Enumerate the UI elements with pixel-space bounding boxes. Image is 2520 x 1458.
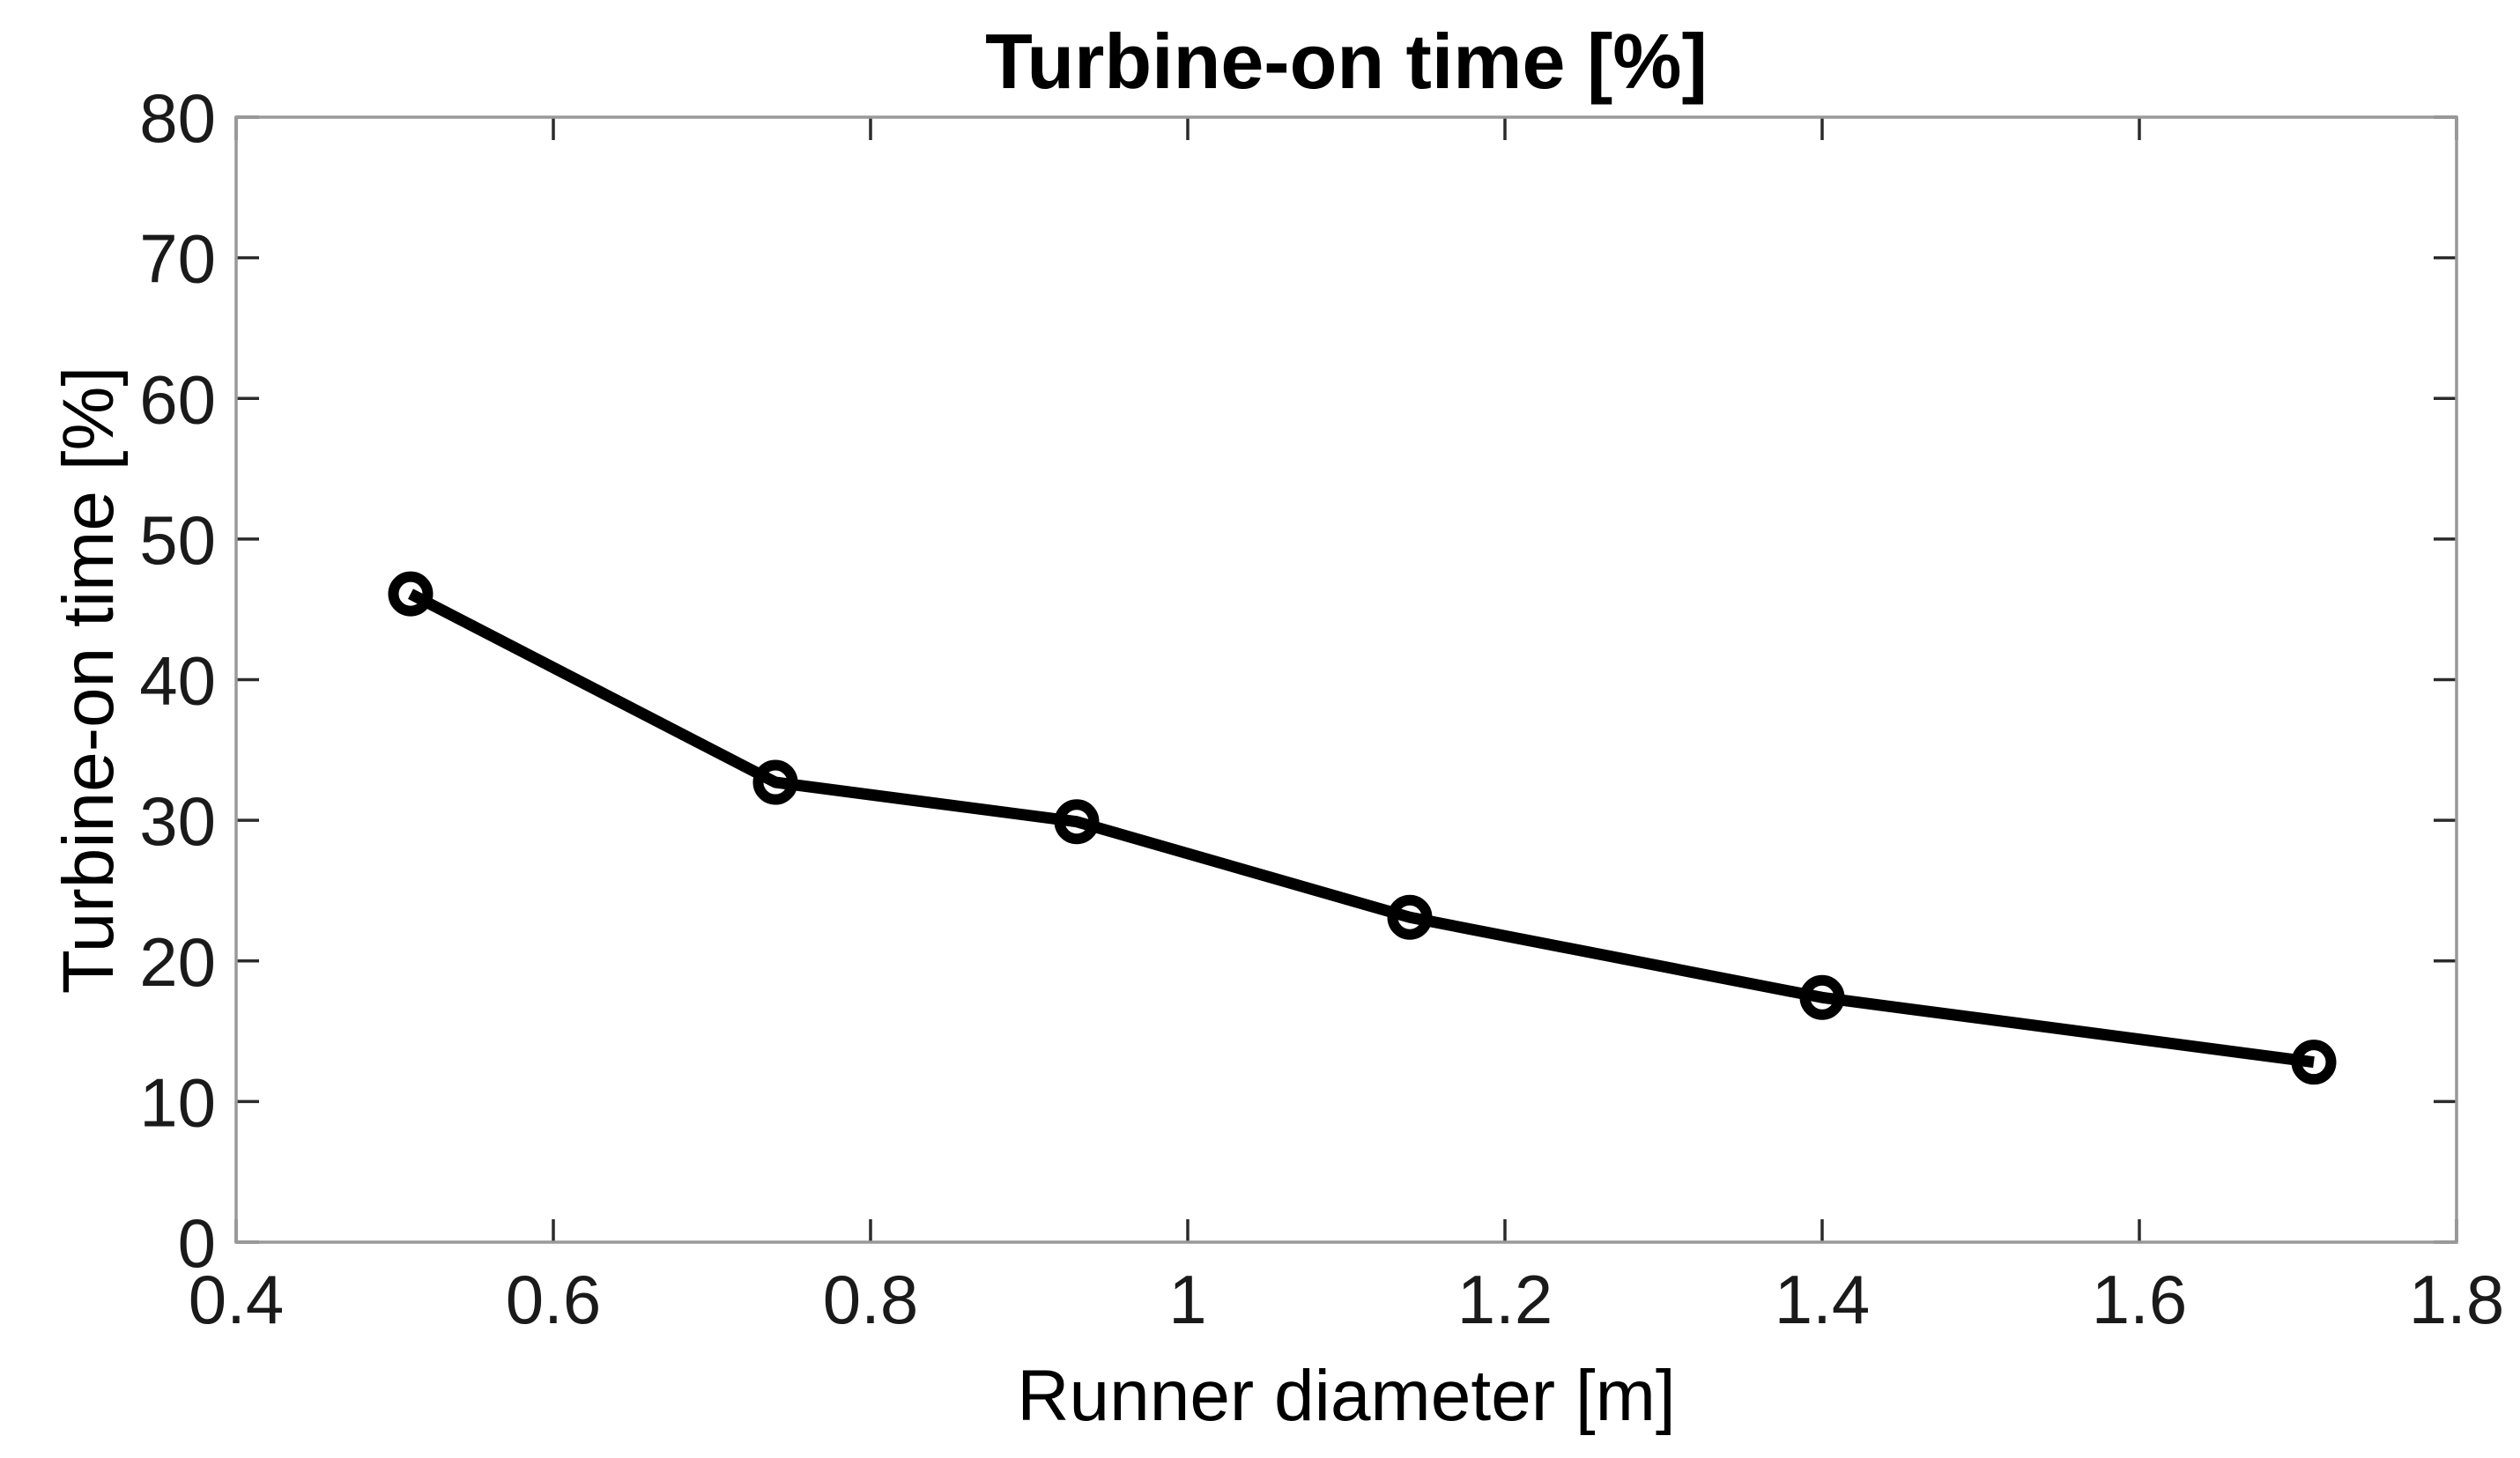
plot-area-border	[234, 115, 2458, 1244]
x-tick-label: 0.8	[823, 1261, 918, 1338]
x-tick-label: 0.6	[506, 1261, 601, 1338]
y-tick-label: 20	[139, 923, 216, 1001]
x-axis-label: Runner diameter [m]	[1017, 1356, 1675, 1436]
tick-labels: 0.4 0.6 0.8 1 1.2 1.4 1.6 1.8 0 10 20 30 40 50 60 70 80	[139, 79, 2504, 1338]
data-series	[388, 571, 2337, 1085]
y-axis-label: Turbine-on time [%]	[48, 366, 129, 994]
x-tick-label: 0.4	[189, 1261, 284, 1338]
y-tick-label: 30	[139, 782, 216, 860]
y-tick-label: 70	[139, 220, 216, 298]
y-tick-label: 50	[139, 501, 216, 579]
y-tick-label: 10	[139, 1063, 216, 1141]
y-tick-label: 80	[139, 79, 216, 157]
x-tick-label: 1	[1168, 1261, 1206, 1338]
x-tick-label: 1.2	[1457, 1261, 1553, 1338]
x-tick-label: 1.4	[1775, 1261, 1870, 1338]
data-point-marker	[1054, 799, 1100, 845]
y-tick-label: 40	[139, 642, 216, 720]
x-tick-label: 1.8	[2409, 1261, 2504, 1338]
data-point-marker	[752, 759, 798, 805]
chart-title: Turbine-on time [%]	[985, 18, 1708, 105]
plot-area	[236, 117, 2457, 1242]
data-point-marker	[2291, 1040, 2337, 1085]
data-point-marker	[388, 571, 434, 617]
y-tick-label: 0	[178, 1204, 216, 1282]
data-line	[408, 588, 2315, 1069]
data-point-marker	[1387, 894, 1433, 940]
x-tick-label: 1.6	[2092, 1261, 2187, 1338]
data-point-marker	[1799, 974, 1845, 1020]
y-tick-label: 60	[139, 360, 216, 438]
